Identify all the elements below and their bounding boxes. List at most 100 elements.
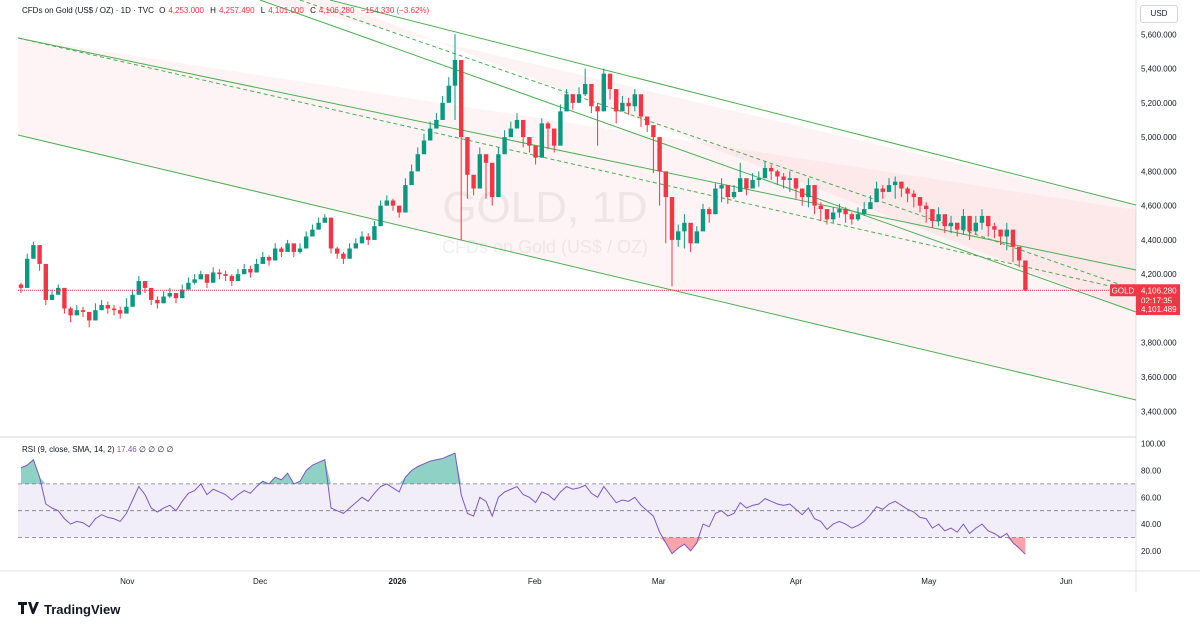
time-tick-label: May <box>921 577 936 586</box>
candle <box>713 183 718 215</box>
candle <box>31 241 36 259</box>
candle-body <box>428 128 433 141</box>
candle-body <box>638 94 644 117</box>
candle-body <box>707 209 712 215</box>
candle-body <box>669 197 675 240</box>
candles <box>18 34 1028 328</box>
candle <box>570 94 575 110</box>
candle-body <box>769 167 774 172</box>
candle-body <box>87 311 92 321</box>
candle <box>663 171 668 244</box>
candle <box>527 137 532 153</box>
candle-body <box>328 217 334 249</box>
candle-body <box>502 137 507 155</box>
candle-body <box>68 308 73 316</box>
candle-body <box>105 305 110 309</box>
candle <box>310 224 315 237</box>
rsi-overbought-fill <box>399 453 462 484</box>
candle-body <box>136 281 141 295</box>
candle <box>434 113 439 129</box>
candle-body <box>248 269 253 273</box>
upper-channel <box>17 0 1137 313</box>
candle-body <box>545 123 551 129</box>
candle-body <box>49 294 55 300</box>
candle-body <box>893 181 898 186</box>
candle-body <box>316 222 321 230</box>
candle <box>558 104 563 146</box>
candle <box>217 269 222 280</box>
candle <box>99 299 104 311</box>
candle <box>328 217 334 254</box>
rsi-tick-label: 20.00 <box>1141 547 1162 556</box>
candle-body <box>558 111 563 146</box>
candle-body <box>998 229 1003 237</box>
price-tick-label: 3,400.000 <box>1141 407 1177 416</box>
candle-body <box>849 214 854 220</box>
candle <box>986 215 991 237</box>
candle <box>118 306 123 319</box>
candle <box>595 102 600 146</box>
candle-body <box>583 83 588 95</box>
candle <box>136 275 141 295</box>
candle <box>25 253 30 288</box>
candle <box>905 186 910 203</box>
candle-body <box>335 248 340 254</box>
candle <box>242 263 247 275</box>
candle-body <box>738 178 743 192</box>
candle <box>893 176 898 199</box>
candle-body <box>18 284 24 288</box>
candle-body <box>80 310 86 312</box>
candle-body <box>620 102 625 112</box>
candle-body <box>477 154 482 189</box>
candle <box>626 97 631 115</box>
last-price-label: 4,106.280 <box>1141 286 1177 295</box>
candle-body <box>800 188 805 198</box>
candle-body <box>180 289 185 299</box>
candle <box>552 128 557 153</box>
candle <box>49 289 55 300</box>
candle-body <box>279 248 284 252</box>
currency-button[interactable]: USD <box>1140 5 1178 23</box>
candle-body <box>384 200 389 206</box>
candle <box>273 243 278 261</box>
candle <box>539 118 544 158</box>
candle <box>651 125 656 174</box>
candle-body <box>564 94 569 112</box>
candle <box>248 265 253 278</box>
candle-body <box>986 215 991 227</box>
candle <box>948 215 954 234</box>
candle <box>130 289 135 307</box>
candle-body <box>459 59 464 138</box>
candle <box>812 185 817 215</box>
candle-body <box>62 287 67 309</box>
candle-body <box>831 212 836 220</box>
candle-body <box>167 293 172 297</box>
candle <box>359 231 365 244</box>
rsi-overbought-fill <box>256 481 269 484</box>
candle-body <box>508 128 513 138</box>
candle-body <box>421 140 427 155</box>
wide-channel-upper-line <box>17 37 1137 271</box>
price-tick-label: 4,400.000 <box>1141 236 1177 245</box>
candle-body <box>539 123 544 158</box>
candle <box>421 133 427 155</box>
upper-channel-mid-line <box>299 0 1137 291</box>
price-tick-label: 5,000.000 <box>1141 133 1177 142</box>
candle <box>173 293 179 304</box>
candle-body <box>142 281 148 288</box>
candle <box>669 197 675 287</box>
candle-body <box>632 94 637 107</box>
candle-body <box>750 179 755 189</box>
price-tick-label: 5,400.000 <box>1141 65 1177 74</box>
candle <box>855 207 861 222</box>
tradingview-brand[interactable]: TradingView <box>18 602 120 617</box>
candle <box>607 73 613 100</box>
candle-body <box>471 174 476 189</box>
candle <box>490 162 495 206</box>
candle-body <box>552 128 557 146</box>
candle <box>93 303 98 321</box>
candle-body <box>155 299 160 304</box>
